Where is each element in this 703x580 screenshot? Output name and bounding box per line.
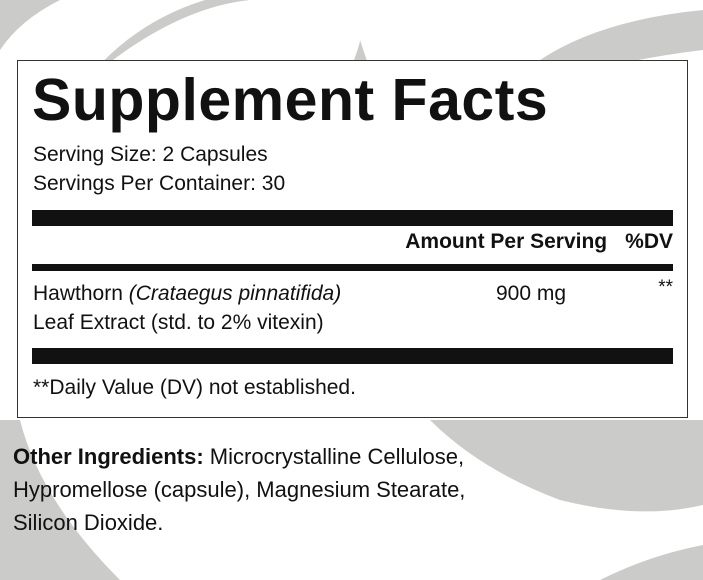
servings-per-container: Servings Per Container: 30 [33, 172, 286, 195]
amount-per-serving-header: Amount Per Serving [405, 230, 608, 253]
other-ingredients-line3: Silicon Dioxide. [13, 510, 164, 535]
thick-divider [32, 210, 673, 226]
other-ingredients: Other Ingredients: Microcrystalline Cell… [13, 440, 653, 539]
panel-title: Supplement Facts [32, 67, 549, 133]
thin-divider [32, 264, 673, 271]
other-ingredients-line1: Microcrystalline Cellulose, [203, 444, 465, 469]
supplement-facts-panel: Supplement Facts Serving Size: 2 Capsule… [17, 60, 688, 418]
ingredient-latin-name: (Crataegus pinnatifida) [128, 282, 342, 305]
serving-size: Serving Size: 2 Capsules [33, 143, 268, 166]
ingredient-dv: ** [658, 277, 673, 298]
ingredient-row: Hawthorn (Crataegus pinnatifida) [33, 281, 341, 307]
ingredient-name: Hawthorn [33, 282, 123, 305]
ingredient-description: Leaf Extract (std. to 2% vitexin) [33, 311, 324, 334]
column-header: Amount Per Serving %DV [405, 229, 673, 255]
dv-header: %DV [625, 230, 673, 253]
other-ingredients-label: Other Ingredients: [13, 444, 204, 469]
other-ingredients-line2: Hypromellose (capsule), Magnesium Steara… [13, 477, 466, 502]
footnote: **Daily Value (DV) not established. [33, 376, 356, 399]
thick-divider-bottom [32, 348, 673, 364]
ingredient-amount: 900 mg [496, 282, 567, 305]
